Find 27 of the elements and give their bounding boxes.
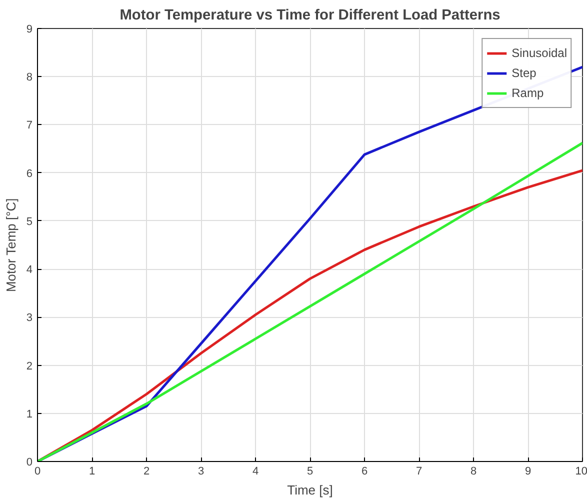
y-tick-label: 0: [26, 456, 33, 468]
x-tick-label: 9: [524, 466, 532, 478]
legend-label: Step: [512, 66, 536, 80]
y-tick-label: 2: [26, 360, 33, 372]
legend-label: Sinusoidal: [512, 46, 567, 60]
x-tick-label: 8: [470, 466, 477, 478]
x-tick-label: 7: [416, 466, 422, 478]
chart-title: Motor Temperature vs Time for Different Load Patterns: [120, 8, 500, 24]
y-tick-label: 9: [26, 24, 33, 36]
y-tick-label: 4: [26, 264, 33, 276]
y-tick-label: 3: [26, 312, 33, 324]
x-tick-label: 2: [143, 466, 150, 478]
x-tick-label: 1: [88, 466, 96, 478]
x-tick-label: 3: [198, 466, 204, 478]
y-tick-label: 8: [26, 72, 33, 84]
y-tick-label: 6: [26, 168, 33, 180]
legend-label: Ramp: [512, 86, 544, 100]
y-tick-label: 7: [26, 120, 33, 132]
x-tick-label: 0: [34, 466, 41, 478]
y-axis-title: Motor Temp [°C]: [3, 198, 18, 292]
x-tick-label: 10: [575, 466, 587, 478]
y-tick-label: 1: [26, 408, 33, 420]
x-tick-label: 6: [361, 466, 368, 478]
x-tick-label: 4: [252, 466, 259, 478]
y-tick-label: 5: [26, 216, 33, 228]
x-axis-title: Time [s]: [287, 482, 333, 498]
x-tick-label: 5: [306, 466, 314, 478]
